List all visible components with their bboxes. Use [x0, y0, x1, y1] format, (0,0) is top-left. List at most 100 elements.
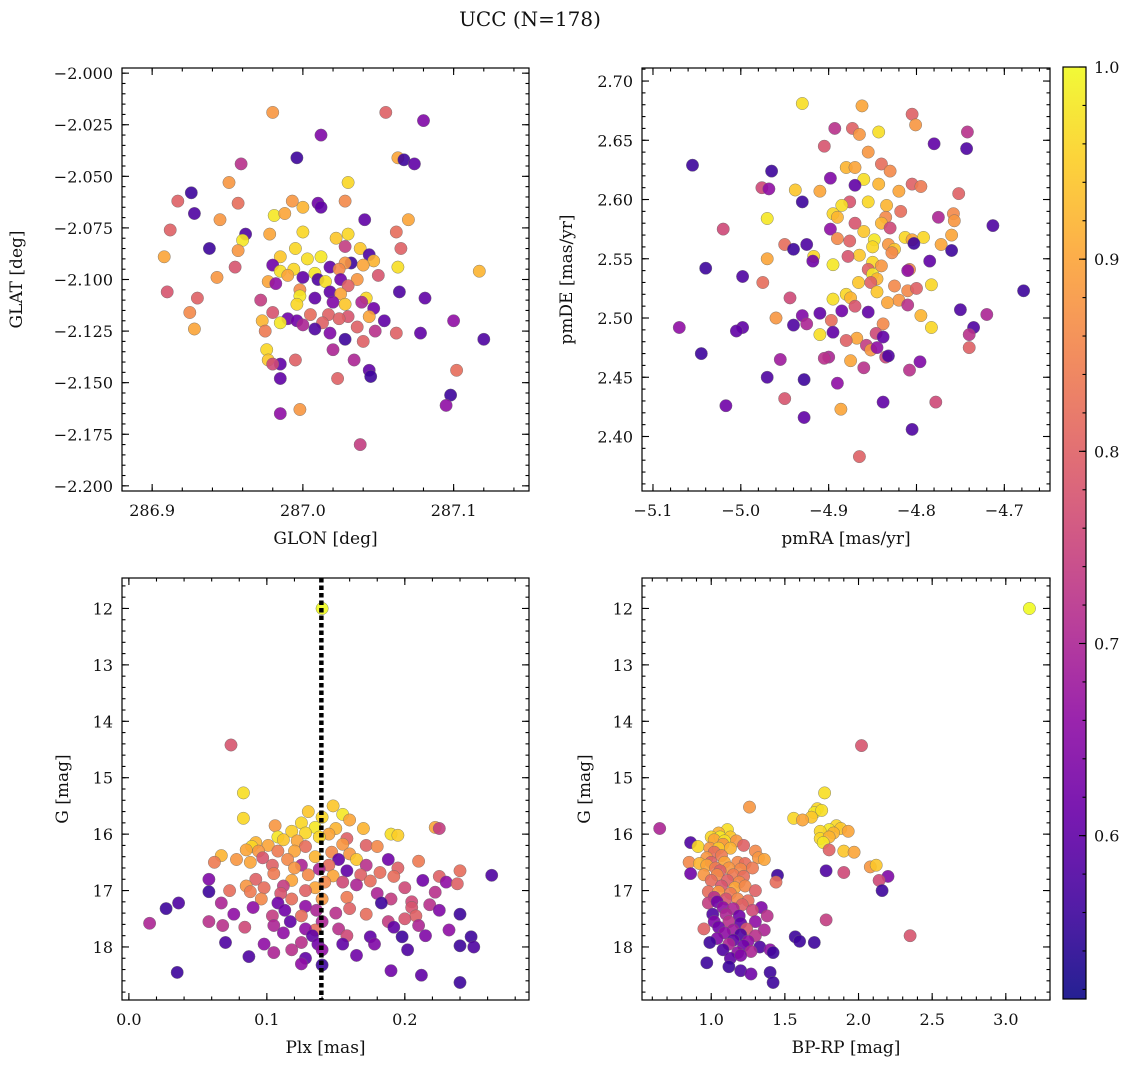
- x-tick-label: 1.5: [772, 1010, 797, 1029]
- colorbar-tick-label: 0.9: [1094, 250, 1119, 269]
- data-point: [293, 403, 307, 416]
- data-point: [485, 868, 499, 882]
- data-point: [453, 864, 467, 878]
- data-point: [694, 347, 708, 360]
- data-point: [407, 157, 421, 171]
- data-point: [960, 142, 973, 156]
- data-point: [184, 186, 198, 200]
- data-point: [261, 839, 275, 852]
- data-point: [872, 125, 886, 139]
- data-point: [787, 242, 800, 256]
- data-point: [766, 976, 780, 989]
- y-tick-label: 13: [613, 656, 633, 675]
- data-point: [419, 929, 432, 943]
- data-point: [332, 312, 346, 326]
- data-point: [276, 926, 290, 940]
- data-point: [857, 361, 871, 375]
- data-point: [793, 934, 806, 948]
- y-tick-label: 13: [93, 656, 113, 675]
- data-point: [848, 299, 862, 313]
- data-point: [847, 845, 861, 859]
- data-point: [338, 332, 352, 346]
- data-point: [267, 209, 281, 222]
- data-point: [285, 824, 299, 838]
- data-point: [278, 903, 292, 917]
- data-point: [285, 943, 299, 957]
- data-point: [315, 892, 329, 906]
- data-point: [826, 258, 840, 272]
- data-point: [861, 145, 875, 159]
- data-point: [370, 840, 384, 853]
- data-point: [300, 252, 314, 266]
- data-point: [719, 399, 733, 413]
- x-tick-label: 1.0: [699, 1010, 724, 1029]
- data-point: [326, 343, 340, 357]
- data-point: [925, 278, 938, 292]
- data-point: [1023, 602, 1036, 615]
- data-point: [281, 268, 295, 282]
- data-point: [428, 885, 442, 899]
- data-point: [980, 308, 994, 321]
- y-axis-label: G [mag]: [53, 754, 73, 823]
- data-point: [787, 318, 800, 332]
- data-point: [288, 844, 301, 858]
- data-point: [883, 221, 897, 235]
- data-point: [273, 407, 287, 420]
- x-tick-label: 287.0: [280, 501, 326, 520]
- y-tick-label: 15: [93, 769, 113, 788]
- data-point: [296, 270, 310, 284]
- data-point: [905, 422, 919, 436]
- data-point: [734, 949, 748, 962]
- x-axis-label: GLON [deg]: [273, 529, 377, 549]
- data-point: [882, 349, 895, 363]
- data-point: [824, 171, 837, 185]
- data-point: [231, 244, 245, 258]
- data-point: [391, 260, 405, 274]
- data-point: [271, 844, 285, 858]
- data-point: [231, 196, 245, 210]
- colorbar-tick-label: 1.0: [1094, 58, 1119, 77]
- data-point: [238, 920, 252, 934]
- x-tick-label: 286.9: [129, 501, 175, 520]
- data-point: [356, 822, 370, 835]
- data-point: [299, 826, 312, 840]
- data-point: [296, 318, 310, 332]
- data-point: [343, 813, 356, 827]
- data-point: [716, 222, 730, 236]
- data-point: [267, 867, 281, 880]
- data-point: [336, 937, 350, 951]
- data-point: [875, 157, 888, 171]
- data-point: [303, 308, 317, 321]
- y-tick-label: 18: [93, 938, 113, 957]
- data-point: [853, 248, 866, 262]
- data-point: [329, 231, 343, 245]
- data-point: [417, 114, 430, 128]
- data-point: [296, 200, 310, 214]
- data-point: [355, 295, 369, 309]
- data-point: [841, 249, 855, 263]
- data-point: [883, 164, 897, 178]
- data-point: [917, 230, 930, 244]
- data-point: [691, 840, 705, 853]
- data-point: [314, 250, 328, 264]
- data-point: [353, 438, 367, 451]
- data-point: [216, 919, 230, 932]
- x-tick-label: 287.1: [431, 501, 477, 520]
- data-point: [332, 853, 345, 866]
- data-point: [356, 334, 370, 348]
- data-point: [788, 183, 802, 197]
- y-axis-label: pmDE [mas/yr]: [557, 214, 577, 344]
- data-point: [813, 328, 827, 341]
- data-point: [762, 182, 776, 196]
- x-tick-label: −4.8: [897, 501, 936, 520]
- data-point: [819, 913, 833, 927]
- data-point: [347, 353, 361, 367]
- y-axis-label: G [mag]: [575, 754, 595, 823]
- data-point: [350, 853, 363, 866]
- data-point: [839, 334, 853, 347]
- data-point: [925, 321, 938, 334]
- data-point: [853, 127, 866, 141]
- data-point: [418, 291, 432, 305]
- data-point: [416, 874, 430, 887]
